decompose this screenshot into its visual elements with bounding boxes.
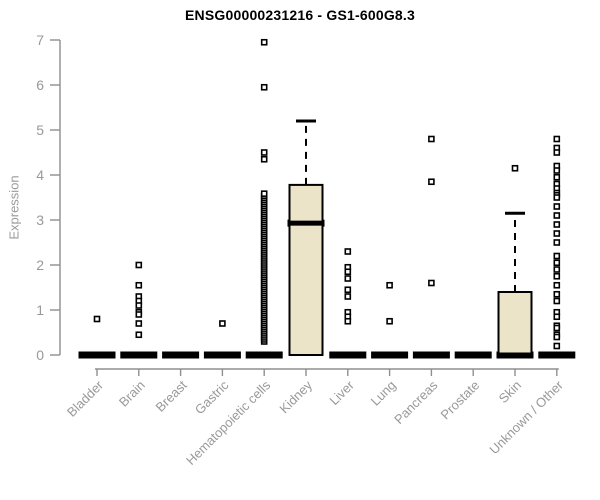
median-bar-liver [329,351,367,359]
outlier-point-lung [386,317,393,325]
median-bar-gastric [203,351,241,359]
outlier-point-pancreas [428,135,435,143]
outlier-point-unknown-other [553,212,561,219]
outlier-point-liver [344,275,352,282]
outlier-point-unknown-other [553,239,561,246]
x-tick-label-bladder: Bladder [64,377,107,420]
outlier-point-unknown-other [553,297,561,305]
y-tick-label-1: 1 [36,302,44,318]
x-tick-label-gastric: Gastric [192,377,232,417]
outlier-point-hematopoietic-cells [260,83,268,91]
x-tick-label-pancreas: Pancreas [391,377,441,427]
outlier-point-liver [344,286,352,294]
x-tick-label-unknown-other: Unknown / Other [486,377,566,457]
x-tick-label-liver: Liver [326,377,357,408]
median-line-kidney [289,220,323,226]
outlier-point-liver [344,317,352,325]
outlier-point-brain [135,261,143,269]
y-tick-label-7: 7 [36,32,44,48]
outlier-point-unknown-other [553,230,561,237]
outlier-point-unknown-other [553,194,561,201]
outlier-point-brain [135,320,143,327]
outlier-point-hematopoietic-cells [260,38,268,46]
outlier-point-unknown-other [553,252,561,260]
outlier-point-unknown-other [553,281,561,289]
outlier-point-hematopoietic-cells [260,149,268,156]
median-bar-pancreas [412,351,450,359]
outlier-point-pancreas [428,279,435,287]
outlier-point-unknown-other [553,333,561,341]
median-bar-prostate [454,351,492,359]
outlier-point-brain [135,281,143,289]
outlier-point-unknown-other [553,173,561,181]
median-bar-breast [162,351,200,359]
box-kidney [288,183,324,356]
outlier-point-brain [135,331,143,339]
x-tick-label-prostate: Prostate [437,378,482,423]
median-bar-lung [371,351,409,359]
median-bar-unknown-other [538,351,576,359]
x-tick-label-breast: Breast [153,377,190,414]
outlier-point-unknown-other [553,167,561,174]
box-skin [497,291,533,356]
y-tick-label-0: 0 [36,347,44,363]
x-tick-label-brain: Brain [116,378,148,410]
outlier-point-unknown-other [553,221,561,228]
outlier-point-hematopoietic-cells [260,155,268,163]
outlier-point-unknown-other [553,203,561,210]
y-tick-label-3: 3 [36,212,44,228]
median-line-skin [498,352,532,358]
outlier-point-unknown-other [553,342,561,350]
outlier-point-lung [386,281,393,289]
y-tick-label-5: 5 [36,122,44,138]
outlier-point-unknown-other [553,266,561,273]
median-bar-bladder [78,351,116,359]
outlier-point-bladder [93,315,101,323]
outlier-point-gastric [219,320,226,327]
outlier-point-brain [135,311,143,318]
outlier-point-liver [344,248,352,255]
outlier-point-unknown-other [553,149,561,156]
outlier-point-unknown-other [553,324,561,332]
outlier-point-skin [511,164,519,172]
y-tick-label-2: 2 [36,257,44,273]
outlier-point-unknown-other [553,135,561,143]
median-bar-hematopoietic-cells [245,351,283,359]
median-bar-brain [120,351,158,359]
outlier-point-brain [135,302,143,309]
outlier-point-liver [344,293,352,300]
outlier-point-unknown-other [553,313,561,321]
y-tick-label-4: 4 [36,167,44,183]
outlier-point-unknown-other [553,272,561,280]
outlier-point-hematopoietic-cells [260,190,268,197]
x-tick-label-kidney: Kidney [276,377,315,416]
y-tick-label-6: 6 [36,77,44,93]
x-tick-label-lung: Lung [368,378,399,409]
outlier-point-liver [344,268,352,276]
x-tick-label-skin: Skin [496,378,524,406]
outlier-point-pancreas [428,178,435,186]
outlier-point-unknown-other [553,259,561,267]
outlier-point-unknown-other [553,290,561,298]
chart-title: ENSG00000231216 - GS1-600G8.3 [185,7,415,23]
